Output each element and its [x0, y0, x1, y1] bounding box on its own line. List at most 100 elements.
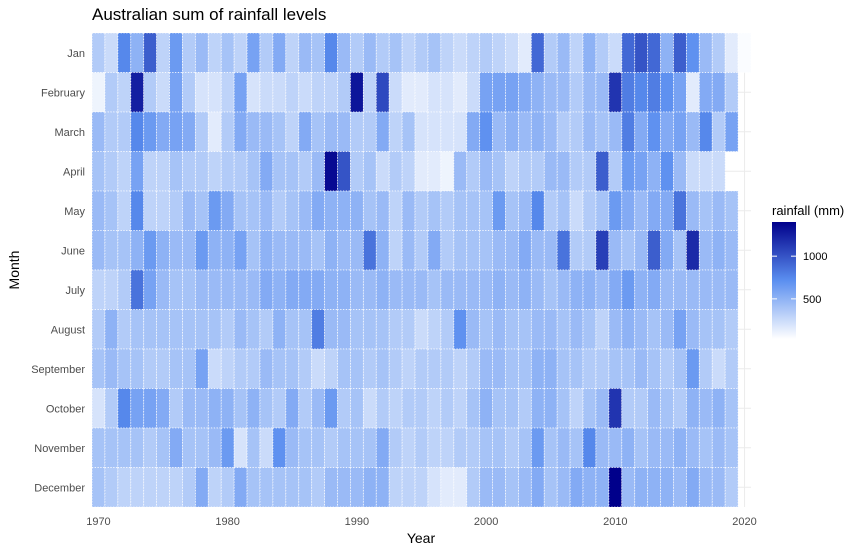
heatmap-cell — [143, 309, 158, 350]
heatmap-cell — [479, 190, 493, 231]
year-tick-label: 1990 — [345, 516, 369, 528]
heatmap-cell — [647, 348, 661, 389]
heatmap-cell — [634, 388, 649, 429]
heatmap-cell — [453, 72, 468, 113]
heatmap-cell — [556, 348, 571, 389]
heatmap-cell — [505, 190, 519, 231]
heatmap-cell — [492, 269, 506, 310]
heatmap-cell — [259, 190, 274, 231]
heatmap-cell — [440, 269, 455, 310]
heatmap-cell — [233, 190, 248, 231]
heatmap-cell — [556, 269, 571, 310]
heatmap-cell — [311, 32, 325, 73]
heatmap-cell — [130, 348, 145, 389]
heatmap-cell — [182, 32, 196, 73]
month-tick-label: October — [46, 403, 85, 415]
heatmap-cell — [401, 388, 416, 429]
heatmap-cell — [337, 111, 351, 152]
heatmap-cell — [453, 269, 468, 310]
heatmap-cell — [685, 427, 700, 468]
heatmap-cell — [324, 32, 338, 73]
heatmap-cell — [375, 230, 390, 271]
heatmap-cell — [569, 467, 584, 508]
heatmap-cell — [194, 309, 209, 350]
heatmap-cell — [388, 467, 403, 508]
heatmap-cell — [479, 32, 493, 73]
heatmap-cell — [556, 467, 571, 508]
heatmap-cell — [530, 309, 545, 350]
heatmap-cell — [582, 348, 597, 389]
heatmap-cell — [414, 269, 429, 310]
heatmap-cell — [582, 230, 597, 271]
heatmap-cell — [505, 269, 519, 310]
heatmap-cell — [466, 151, 481, 192]
heatmap-cell — [220, 348, 235, 389]
heatmap-cell — [414, 230, 429, 271]
heatmap-cell — [246, 467, 261, 508]
heatmap-cell — [647, 151, 661, 192]
heatmap-cell — [711, 467, 726, 508]
heatmap-cell — [427, 230, 442, 271]
heatmap-cell — [608, 467, 623, 508]
heatmap-cell — [530, 427, 545, 468]
heatmap-cell — [685, 111, 700, 152]
heatmap-cell — [505, 151, 519, 192]
heatmap-cell — [582, 111, 597, 152]
heatmap-cell — [362, 348, 377, 389]
heatmap-cell — [285, 230, 300, 271]
heatmap-cell — [440, 111, 455, 152]
heatmap-cell — [182, 309, 196, 350]
heatmap-cell — [182, 427, 196, 468]
heatmap-cell — [595, 111, 610, 152]
heatmap-cell — [724, 348, 739, 389]
heatmap-cell — [324, 388, 338, 429]
heatmap-cell — [479, 269, 493, 310]
heatmap-cell — [724, 467, 739, 508]
heatmap-cell — [698, 388, 713, 429]
heatmap-cell — [401, 72, 416, 113]
heatmap-cell — [143, 230, 158, 271]
heatmap-cell — [440, 309, 455, 350]
heatmap-cell — [375, 467, 390, 508]
heatmap-cell — [466, 32, 481, 73]
heatmap-cell — [556, 388, 571, 429]
heatmap-cell — [285, 190, 300, 231]
heatmap-cell — [259, 348, 274, 389]
heatmap-cell — [673, 230, 687, 271]
heatmap-cell — [194, 111, 209, 152]
heatmap-cell — [143, 111, 158, 152]
heatmap-cell — [337, 427, 351, 468]
heatmap-cell — [156, 309, 170, 350]
heatmap-cell — [130, 269, 145, 310]
heatmap-cell — [91, 467, 106, 508]
heatmap-cell — [169, 348, 183, 389]
month-tick-label: Jan — [67, 48, 85, 60]
heatmap-cell — [595, 32, 610, 73]
year-tick-label: 2020 — [732, 516, 756, 528]
heatmap-cell — [220, 388, 235, 429]
heatmap-cell — [414, 32, 429, 73]
heatmap-cell — [233, 269, 248, 310]
heatmap-cell — [207, 32, 222, 73]
heatmap-cell — [246, 32, 261, 73]
heatmap-cell — [556, 230, 571, 271]
heatmap-cell — [414, 427, 429, 468]
heatmap-cell — [375, 348, 390, 389]
heatmap-cell — [362, 467, 377, 508]
heatmap-cell — [388, 269, 403, 310]
month-tick-label: September — [31, 364, 85, 376]
heatmap-cell — [466, 230, 481, 271]
heatmap-cell — [362, 151, 377, 192]
heatmap-cell — [634, 32, 649, 73]
heatmap-cell — [362, 388, 377, 429]
heatmap-cell — [685, 151, 700, 192]
heatmap-cell — [130, 151, 145, 192]
heatmap-cell — [311, 151, 325, 192]
heatmap-cell — [401, 348, 416, 389]
heatmap-cell — [298, 348, 313, 389]
heatmap-cell — [259, 269, 274, 310]
heatmap-cell — [711, 111, 726, 152]
heatmap-cell — [724, 190, 739, 231]
heatmap-cell — [427, 348, 442, 389]
